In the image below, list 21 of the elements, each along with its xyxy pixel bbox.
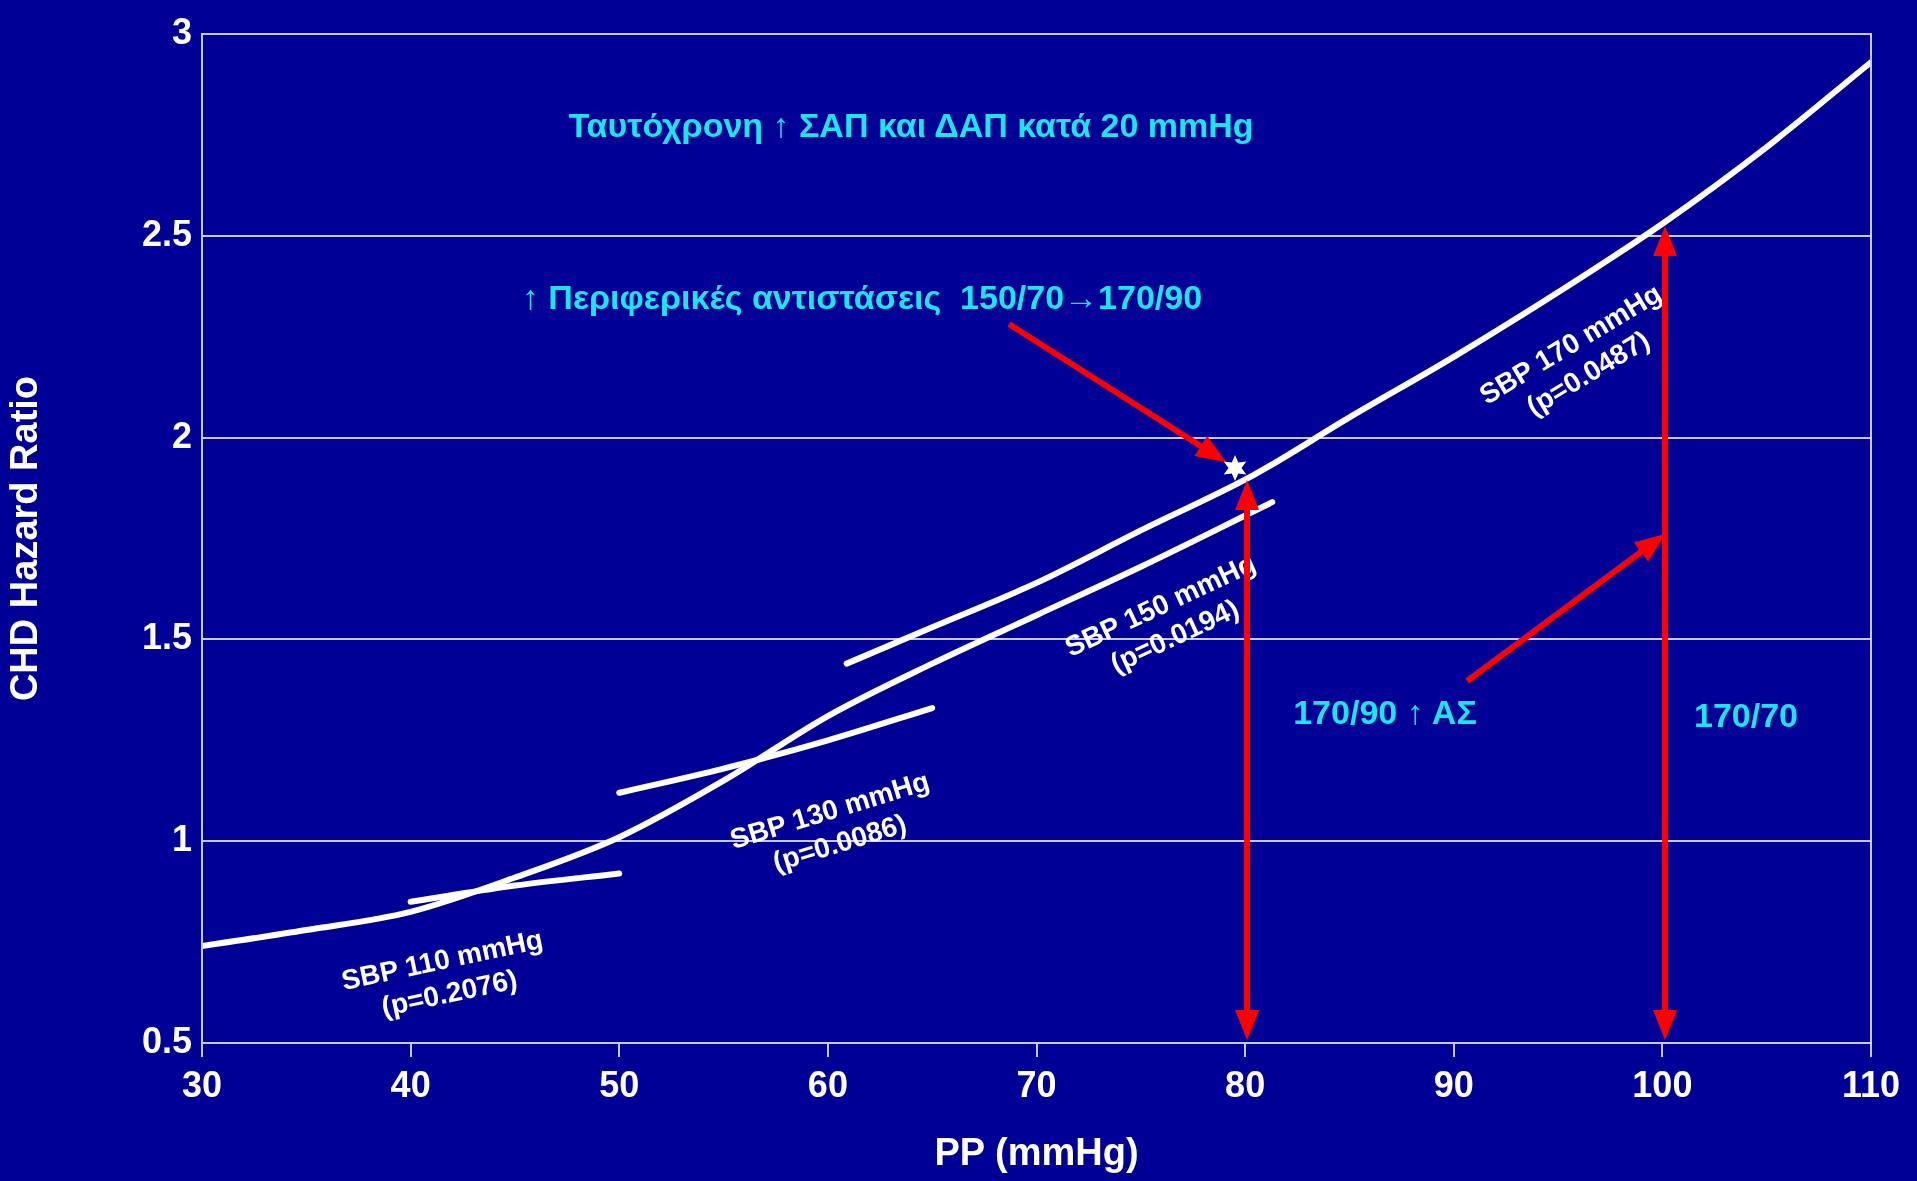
annotation: 170/70 <box>1694 696 1798 735</box>
y-axis-title: CHD Hazard Ratio <box>3 375 46 702</box>
x-tick-label: 60 <box>807 1063 848 1105</box>
y-tick-label: 1.5 <box>141 616 192 658</box>
x-tick-label: 70 <box>1016 1063 1057 1105</box>
y-tick-label: 1 <box>171 818 192 860</box>
annotation: 170/90 ↑ ΑΣ <box>1293 693 1477 732</box>
y-tick-label: 2 <box>171 414 192 456</box>
x-tick-label: 90 <box>1433 1063 1474 1105</box>
x-tick-label: 110 <box>1841 1063 1901 1105</box>
x-tick-label: 30 <box>181 1063 223 1105</box>
y-tick-label: 3 <box>171 10 192 52</box>
annotation: Ταυτόχρονη ↑ ΣΑΠ και ΔΑΠ κατά 20 mmHg <box>568 106 1254 145</box>
x-tick-label: 80 <box>1225 1063 1266 1105</box>
x-axis-title: PP (mmHg) <box>934 1130 1139 1173</box>
x-tick-label: 40 <box>390 1063 431 1105</box>
annotation: ↑ Περιφερικές αντιστάσεις 150/70→170/90 <box>521 278 1203 317</box>
x-tick-label: 100 <box>1632 1063 1693 1105</box>
y-tick-label: 2.5 <box>141 212 192 254</box>
x-tick-label: 50 <box>599 1063 640 1105</box>
y-tick-label: 0.5 <box>141 1019 192 1061</box>
